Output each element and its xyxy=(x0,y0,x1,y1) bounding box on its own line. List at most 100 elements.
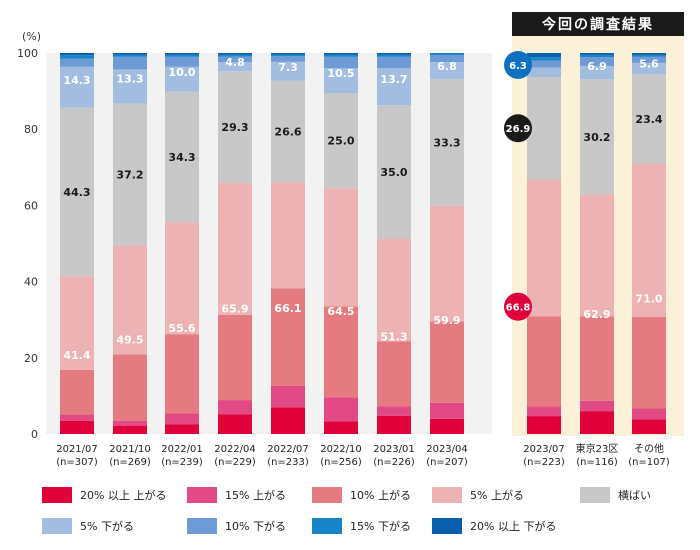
bar-segment xyxy=(580,54,614,58)
bar-segment xyxy=(580,57,614,66)
callout-circle xyxy=(504,292,532,321)
bar-segment xyxy=(218,54,252,57)
callout-circle xyxy=(504,114,532,143)
bar-segment xyxy=(60,420,94,434)
bar-segment xyxy=(377,415,411,434)
bar-segment xyxy=(580,65,614,80)
x-tick-label: その他 xyxy=(634,442,664,455)
y-tick-label: 40 xyxy=(24,276,38,289)
x-tick-n: (n=207) xyxy=(426,457,468,468)
data-label: 23.4 xyxy=(635,113,662,126)
bar-segment xyxy=(430,402,464,419)
x-tick-n: (n=269) xyxy=(109,457,151,468)
bar-segment xyxy=(632,408,666,420)
bar-segment xyxy=(580,411,614,434)
x-tick-label: 東京23区 xyxy=(576,442,619,455)
x-tick-label: 2021/10 xyxy=(109,444,151,455)
x-tick-label: 2022/10 xyxy=(320,444,362,455)
x-tick-label: 2022/04 xyxy=(214,444,256,455)
bar-segment xyxy=(324,306,358,398)
bar-segment xyxy=(271,385,305,408)
bar-segment xyxy=(113,53,147,55)
highlight-badge: 今回の調査結果 xyxy=(512,12,684,36)
bar-segment xyxy=(527,60,561,68)
bar-segment xyxy=(430,53,464,55)
bar-segment xyxy=(271,53,305,55)
legend-label: 5% 下がる xyxy=(80,519,134,533)
x-tick-label: 2023/01 xyxy=(373,444,415,455)
highlight-badge-label: 今回の調査結果 xyxy=(541,16,654,33)
x-tick-n: (n=239) xyxy=(161,457,203,468)
legend-label: 横ばい xyxy=(618,488,651,502)
bar-segment xyxy=(527,416,561,434)
legend-label: 20% 以上 上がる xyxy=(80,488,166,502)
callout-label: 66.8 xyxy=(506,303,531,314)
legend-label: 10% 上がる xyxy=(350,488,411,502)
bar-segment xyxy=(430,418,464,434)
legend-swatch xyxy=(432,487,462,503)
bar-segment xyxy=(165,334,199,414)
bar-segment xyxy=(377,238,411,342)
bar-segment xyxy=(165,222,199,335)
bar-segment xyxy=(324,421,358,434)
bar-segment xyxy=(113,245,147,355)
data-label: 62.9 xyxy=(583,308,610,321)
x-tick-n: (n=256) xyxy=(320,457,362,468)
y-tick-label: 20 xyxy=(24,352,38,365)
bar-segment xyxy=(113,54,147,57)
bar-segment xyxy=(632,74,666,164)
legend-label: 5% 上がる xyxy=(470,488,524,502)
x-axis: 2021/07 (n=307) 2021/10 (n=269) 2022/01 (n=23… xyxy=(56,442,670,468)
bar-segment xyxy=(113,103,147,246)
data-label: 6.9 xyxy=(587,60,607,73)
bar-segment xyxy=(218,414,252,434)
bar-segment xyxy=(324,68,358,94)
x-tick-n: (n=307) xyxy=(56,457,98,468)
data-label: 51.3 xyxy=(380,330,407,343)
data-label: 29.3 xyxy=(221,121,248,134)
data-label: 13.3 xyxy=(116,72,143,85)
data-label: 41.4 xyxy=(63,349,90,362)
bar-segment xyxy=(377,56,411,69)
bar-segment xyxy=(218,71,252,183)
data-label: 25.0 xyxy=(327,135,354,148)
bar-segment xyxy=(324,54,358,57)
bar-segment xyxy=(580,316,614,401)
bar-segment xyxy=(632,317,666,409)
bar-segment xyxy=(430,62,464,79)
bar-segment xyxy=(60,276,94,370)
bar-segment xyxy=(377,341,411,407)
bar-segment xyxy=(218,314,252,401)
bar-segment xyxy=(527,77,561,180)
data-label: 35.0 xyxy=(380,166,407,179)
data-label: 14.3 xyxy=(63,74,90,87)
bar-segment xyxy=(580,194,614,317)
highlight-badge-bg xyxy=(512,12,684,36)
bar-segment xyxy=(60,107,94,277)
legend-swatch xyxy=(42,518,72,534)
y-tick-label: 80 xyxy=(24,123,38,136)
callout-label: 26.9 xyxy=(506,124,531,135)
data-label: 7.3 xyxy=(278,61,298,74)
bar-segment xyxy=(377,53,411,55)
bar-segment xyxy=(60,55,94,59)
data-label: 10.0 xyxy=(168,66,195,79)
x-tick-n: (n=233) xyxy=(267,457,309,468)
bar-segment xyxy=(271,61,305,81)
bar-segment xyxy=(430,54,464,63)
callout-circle xyxy=(504,51,532,80)
data-label: 71.0 xyxy=(635,293,662,306)
bar-segment xyxy=(165,424,199,434)
bar-segment xyxy=(271,80,305,183)
data-label: 64.5 xyxy=(327,305,354,318)
bar-segment xyxy=(218,400,252,415)
bar-segment xyxy=(377,54,411,57)
data-labels: 41.4 44.3 14.3 49.5 37.2 13.3 55.6 34.3 10.0 65.9… xyxy=(63,56,662,362)
bar-segment xyxy=(632,56,666,63)
bars xyxy=(60,53,666,434)
data-label: 6.8 xyxy=(437,60,457,73)
legend-swatch xyxy=(187,487,217,503)
data-label: 37.2 xyxy=(116,169,143,182)
x-tick-label: 2022/07 xyxy=(267,444,309,455)
